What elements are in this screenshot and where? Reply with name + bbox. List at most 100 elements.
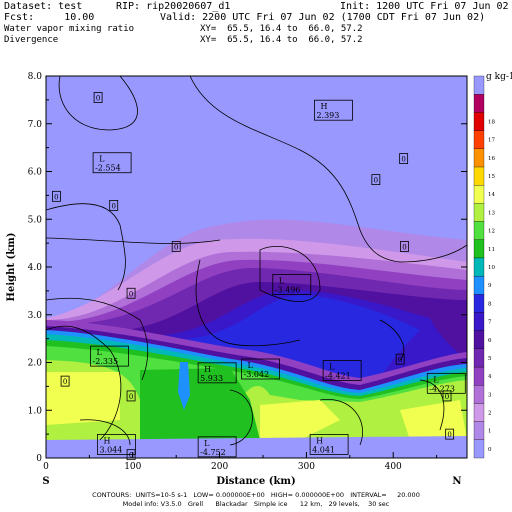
zero-text: 0	[174, 243, 178, 251]
contour-line	[189, 76, 467, 263]
extremum-box	[197, 362, 237, 384]
zero-box	[395, 353, 405, 365]
colorbar-tick-label: 1	[488, 429, 492, 435]
zero-contour-label: 0	[399, 153, 409, 165]
zero-contour-label: 0	[60, 375, 70, 387]
colorbar-swatch	[473, 330, 485, 350]
x-tick-label: 400	[385, 462, 402, 472]
y-axis-label: Height (km)	[6, 233, 17, 302]
x-tick-label: 300	[298, 462, 315, 472]
extremum-type: L	[204, 439, 210, 448]
zero-box	[109, 200, 119, 211]
zero-box	[171, 241, 181, 252]
colorbar-tick-label: 4	[488, 374, 492, 380]
contour-line	[58, 76, 138, 131]
extremum-box	[241, 358, 280, 380]
extremum-label: L-4.421	[322, 360, 362, 381]
extremum-label: H3.044	[97, 434, 136, 455]
contour-line	[46, 325, 122, 441]
x-end-left: S	[42, 476, 49, 487]
y-tick-label: 7.0	[28, 120, 43, 130]
extremum-value: 4.041	[312, 445, 335, 454]
colorbar-swatch	[473, 148, 485, 168]
header-field2-xy: XY= 65.5, 16.4 to 66.0, 57.2	[200, 35, 363, 45]
y-tick-label: 8.0	[28, 72, 43, 82]
extremum-value: -4.273	[429, 384, 455, 393]
y-tick-label: 4.0	[28, 263, 43, 273]
colorbar-swatch	[473, 348, 485, 368]
zero-text: 0	[63, 378, 67, 386]
extremum-box	[272, 274, 312, 295]
zero-box	[400, 241, 409, 252]
y-tick-label: 5.0	[28, 215, 43, 225]
colorbar-swatch	[473, 94, 485, 113]
zero-contour-label: 0	[126, 390, 136, 402]
colorbar-swatch	[473, 184, 485, 204]
zero-text: 0	[96, 94, 100, 102]
colorbar-swatch	[473, 312, 485, 331]
colorbar-swatch	[473, 403, 485, 422]
y-tick-label: 3.0	[28, 311, 43, 321]
extremum-value: -2.335	[92, 357, 118, 366]
extremum-value: 5.933	[200, 374, 223, 383]
zero-text: 0	[111, 202, 115, 210]
contour-line	[319, 398, 363, 446]
contour-line	[46, 297, 149, 381]
zero-box	[60, 375, 70, 387]
zero-contour-label: 0	[395, 353, 405, 365]
zero-box	[126, 390, 136, 402]
extremum-label: L-3.496	[272, 274, 312, 295]
extremum-type: L	[279, 276, 285, 285]
colorbar-swatch	[473, 203, 485, 222]
y-tick-label: 1.0	[28, 406, 43, 416]
zero-text: 0	[129, 452, 133, 460]
zero-contour-label: 0	[400, 241, 409, 252]
colorbar-tick-label: 15	[488, 174, 495, 180]
extremum-type: H	[204, 365, 211, 374]
colorbar-swatch	[473, 275, 485, 295]
header-rip: RIP: rip20020607_d1	[116, 1, 231, 12]
colorbar-swatch	[473, 130, 485, 149]
extremum-type: H	[316, 436, 323, 445]
colorbar-tick-label: 14	[488, 192, 495, 198]
zero-labels: 0 0 0 0 0 0 0 0 0 0 0 0 0 0	[52, 92, 455, 461]
zero-box	[442, 390, 452, 402]
x-tick-label: 100	[124, 462, 141, 472]
zero-contour-label: 0	[109, 200, 119, 211]
zero-text: 0	[445, 393, 449, 401]
header-field1: Water vapor mixing ratio	[4, 24, 135, 34]
extremum-label: L-3.042	[241, 358, 280, 380]
extremum-box	[92, 152, 132, 174]
y-tick-label: 6.0	[28, 168, 43, 178]
colorbar-tick-label: 17	[488, 138, 495, 144]
zero-text: 0	[401, 156, 405, 164]
moist-pocket	[178, 362, 190, 410]
colorbar-tick-label: 0	[488, 447, 492, 453]
zero-contour-label: 0	[52, 190, 61, 202]
extremum-type: H	[103, 436, 110, 445]
extremum-label: L-4.273	[426, 372, 466, 394]
extremum-value: -3.042	[244, 370, 270, 379]
extremum-box	[309, 434, 349, 455]
extremum-box	[90, 345, 129, 367]
contour-line	[259, 246, 321, 302]
extremum-label: H5.933	[197, 362, 237, 384]
contour-line	[46, 237, 221, 244]
y-axis: 0 1.0 2.0 3.0 4.0 5.0 6.0 7.0 8.0	[28, 72, 467, 464]
extremum-label: L-2.335	[90, 345, 129, 367]
x-tick-label: 0	[43, 462, 49, 472]
footer-contours: CONTOURS: UNITS=10-5 s-1 LOW= 0.000000E+…	[92, 491, 420, 499]
zero-text: 0	[129, 290, 133, 298]
colorbar-tick-label: 18	[488, 119, 495, 125]
zero-box	[126, 449, 136, 461]
shaded-field	[46, 219, 467, 458]
zero-contour-label: 0	[93, 92, 103, 103]
colorbar-swatch	[473, 239, 485, 259]
extremum-label: L-4.752	[197, 436, 237, 458]
extremum-value: -4.752	[200, 448, 226, 457]
extremum-type: L	[329, 362, 335, 371]
extremum-label: H2.393	[314, 99, 353, 121]
y-tick-label: 0	[36, 454, 42, 464]
colorbar-tick-label: 6	[488, 338, 492, 344]
